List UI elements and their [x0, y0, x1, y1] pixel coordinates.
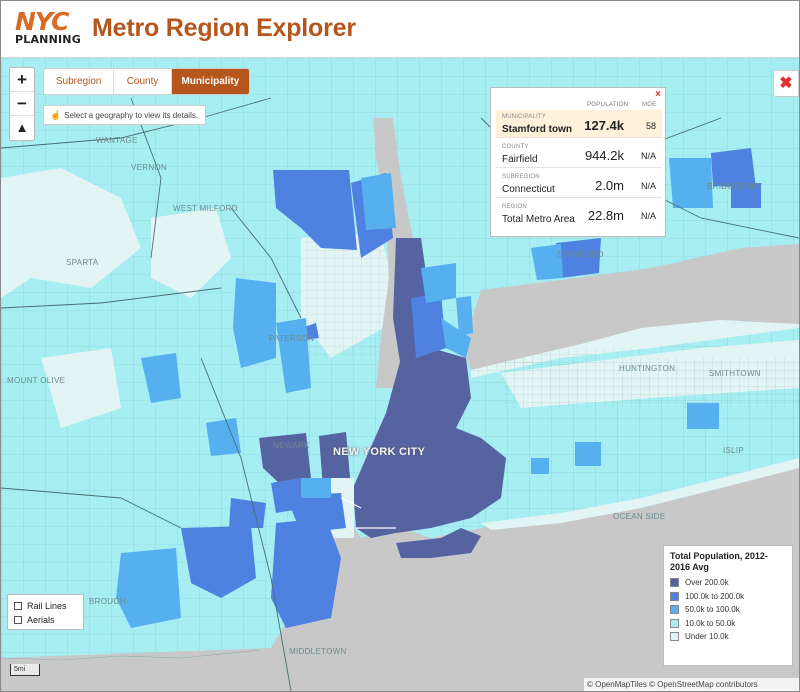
tab-county[interactable]: County [114, 69, 172, 94]
nyc-planning-logo[interactable]: NYC PLANNING [15, 9, 81, 47]
area-under-10k [151, 208, 231, 298]
legend-label: 100.0k to 200.0k [685, 591, 745, 601]
info-row-region[interactable]: REGION Total Metro Area 22.8m N/A [496, 200, 662, 228]
legend-item: 50.0k to 100.0k [670, 603, 786, 617]
label-stamford: STAMFORD [557, 250, 604, 259]
newark [259, 433, 311, 483]
app-header: NYC PLANNING Metro Region Explorer [1, 1, 799, 58]
long-island-sound [463, 244, 799, 370]
zoom-control: + − ▲ [9, 67, 35, 141]
geography-tabs: Subregion County Municipality [43, 68, 250, 95]
row-moe: N/A [640, 181, 656, 191]
legend-label: Under 10.0k [685, 632, 729, 642]
label-wantage: WANTAGE [96, 136, 138, 145]
area-under-10k [1, 168, 141, 298]
legend-label: Over 200.0k [685, 578, 729, 588]
scale-bar: 5mi [10, 664, 40, 676]
legend-label: 10.0k to 50.0k [685, 618, 736, 628]
label-aerials: Aerials [27, 615, 55, 625]
legend-swatch [670, 632, 679, 642]
label-huntington: HUNTINGTON [619, 364, 676, 373]
info-row-county[interactable]: COUNTY Fairfield 944.2k N/A [496, 140, 662, 168]
legend-item: 100.0k to 200.0k [670, 590, 786, 604]
label-islip: ISLIP [723, 446, 745, 455]
label-oceanside: OCEAN SIDE [613, 512, 666, 521]
label-vernon: VERNON [131, 163, 168, 172]
row-population: 127.4k [584, 118, 624, 133]
jersey-city [319, 432, 351, 488]
logo-nyc-text: NYC [15, 7, 69, 36]
app-title: Metro Region Explorer [92, 14, 356, 42]
column-header-population: POPULATION [587, 102, 629, 108]
stamford-town [556, 238, 601, 278]
legend-swatch [670, 618, 679, 628]
row-caption: REGION [502, 204, 527, 210]
zoom-in-button[interactable]: + [10, 68, 34, 92]
row-population: 944.2k [584, 148, 624, 163]
legend-list: Over 200.0k 100.0k to 200.0k 50.0k to 100.… [670, 576, 786, 644]
label-sparta: SPARTA [66, 258, 99, 267]
toggle-aerials[interactable]: Aerials [14, 613, 77, 627]
row-name: Connecticut [502, 184, 555, 195]
checkbox-aerials[interactable] [14, 616, 22, 624]
map-attribution[interactable]: © OpenMapTiles © OpenStreetMap contribut… [584, 678, 799, 691]
legend: Total Population, 2012-2016 Avg Over 200… [663, 545, 793, 666]
label-newark: NEWARK [273, 441, 310, 450]
zoom-out-button[interactable]: − [10, 92, 34, 116]
label-middletown: MIDDLETOWN [289, 647, 347, 656]
legend-swatch [670, 605, 679, 615]
legend-swatch [670, 591, 679, 601]
municipality-50k-100k [233, 278, 276, 368]
legend-swatch [670, 578, 679, 588]
choropleth-map[interactable] [1, 58, 799, 691]
logo-planning-text: PLANNING [15, 33, 81, 46]
legend-item: Under 10.0k [670, 630, 786, 644]
hand-pointer-icon: ☝ [50, 110, 62, 120]
label-smithtown: SMITHTOWN [709, 369, 761, 378]
label-bridgeport: BRIDGEPORT [707, 182, 763, 191]
legend-label: 50.0k to 100.0k [685, 605, 740, 615]
row-moe: N/A [640, 151, 656, 161]
column-header-moe: MOE [642, 102, 657, 108]
label-new-york-city: NEW YORK CITY [333, 446, 426, 458]
label-paterson: PATERSON [269, 334, 315, 343]
legend-title: Total Population, 2012-2016 Avg [670, 551, 768, 572]
checkbox-rail-lines[interactable] [14, 602, 22, 610]
popup-close-icon[interactable]: × [655, 89, 661, 100]
row-population: 22.8m [587, 208, 624, 223]
row-caption: MUNICIPALITY [502, 114, 546, 120]
row-name: Fairfield [502, 154, 538, 165]
reset-north-button[interactable]: ▲ [15, 120, 29, 135]
row-moe: 58 [645, 121, 656, 131]
row-moe: N/A [640, 211, 656, 221]
row-caption: SUBREGION [502, 174, 540, 180]
select-hint: ☝ Select a geography to view its details. [43, 105, 206, 125]
map-canvas[interactable]: WANTAGE VERNON WEST MILFORD SPARTA PATER… [1, 58, 799, 691]
row-caption: COUNTY [502, 144, 529, 150]
close-button[interactable]: ✖ [773, 70, 799, 97]
hint-text: Select a geography to view its details. [64, 111, 199, 120]
label-brough: BROUGH [89, 597, 126, 606]
brooklyn-south [396, 528, 481, 558]
area-under-10k [41, 348, 121, 428]
label-mount-olive: MOUNT OLIVE [7, 376, 66, 385]
tab-municipality[interactable]: Municipality [171, 69, 249, 94]
toggle-rail-lines[interactable]: Rail Lines [14, 599, 77, 613]
row-name: Stamford town [502, 124, 572, 135]
info-popup: × POPULATION MOE MUNICIPALITY Stamford t… [490, 87, 666, 237]
layer-toggles: Rail Lines Aerials [7, 594, 84, 630]
row-population: 2.0m [595, 178, 624, 193]
legend-item: 10.0k to 50.0k [670, 617, 786, 631]
info-row-subregion[interactable]: SUBREGION Connecticut 2.0m N/A [496, 170, 662, 198]
label-west-milford: WEST MILFORD [173, 204, 238, 213]
row-name: Total Metro Area [502, 214, 575, 225]
municipality-100k-200k [273, 170, 357, 250]
label-rail-lines: Rail Lines [27, 601, 67, 611]
tab-subregion[interactable]: Subregion [44, 69, 115, 94]
info-row-municipality[interactable]: MUNICIPALITY Stamford town 127.4k 58 [496, 110, 662, 138]
atlantic-ocean [1, 458, 799, 691]
legend-item: Over 200.0k [670, 576, 786, 590]
new-york-city [353, 348, 506, 538]
